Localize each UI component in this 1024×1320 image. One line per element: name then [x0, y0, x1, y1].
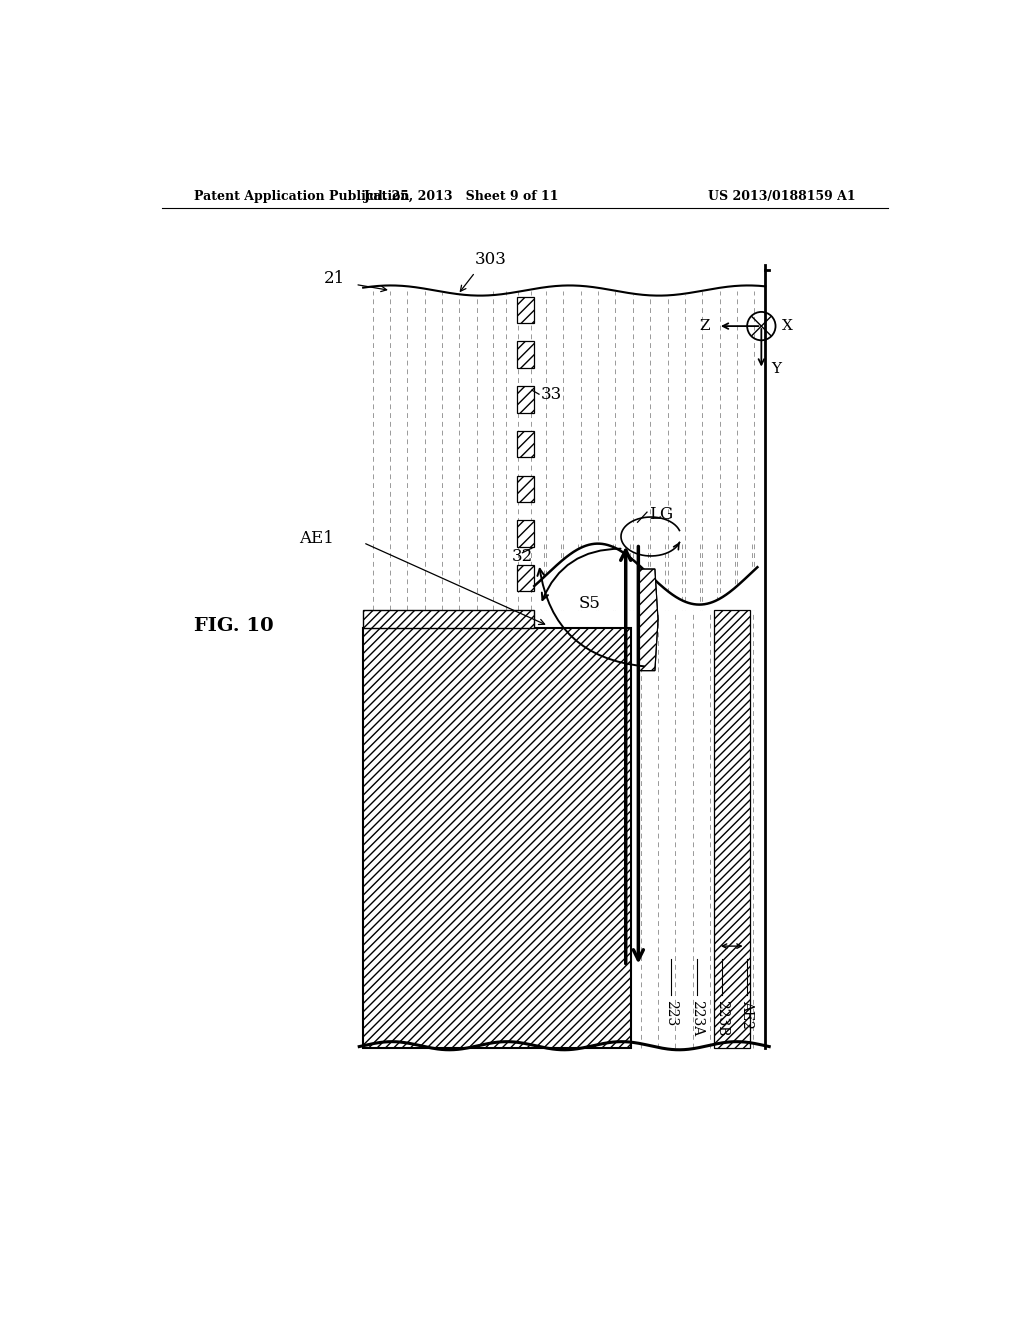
Text: US 2013/0188159 A1: US 2013/0188159 A1	[709, 190, 856, 202]
Bar	[517, 430, 535, 457]
Text: Patent Application Publication: Patent Application Publication	[194, 190, 410, 202]
Bar	[517, 475, 535, 502]
Bar	[517, 342, 535, 368]
Bar	[517, 565, 535, 591]
Text: Jul. 25, 2013   Sheet 9 of 11: Jul. 25, 2013 Sheet 9 of 11	[364, 190, 559, 202]
Text: 223B: 223B	[715, 1001, 729, 1036]
Text: 32: 32	[512, 548, 534, 565]
Text: Z: Z	[699, 319, 710, 333]
Bar	[517, 297, 535, 323]
Polygon shape	[639, 569, 658, 671]
Text: 223: 223	[665, 1001, 679, 1026]
Text: LG: LG	[649, 506, 674, 523]
Text: 303: 303	[474, 251, 506, 268]
Bar	[517, 385, 535, 412]
Bar	[364, 610, 535, 628]
Bar	[489, 285, 535, 615]
Text: Y: Y	[771, 363, 781, 376]
Text: AE2: AE2	[740, 1001, 754, 1028]
Text: 33: 33	[541, 385, 562, 403]
Bar	[364, 290, 765, 610]
Text: AE1: AE1	[299, 531, 334, 546]
Text: S5: S5	[579, 595, 600, 612]
Bar	[364, 290, 765, 610]
Bar	[714, 610, 750, 1048]
Bar	[364, 628, 631, 1048]
Bar	[517, 520, 535, 546]
Text: X: X	[782, 319, 793, 333]
Text: 223A: 223A	[690, 1001, 703, 1036]
Text: FIG. 10: FIG. 10	[194, 616, 273, 635]
Text: 21: 21	[324, 269, 345, 286]
